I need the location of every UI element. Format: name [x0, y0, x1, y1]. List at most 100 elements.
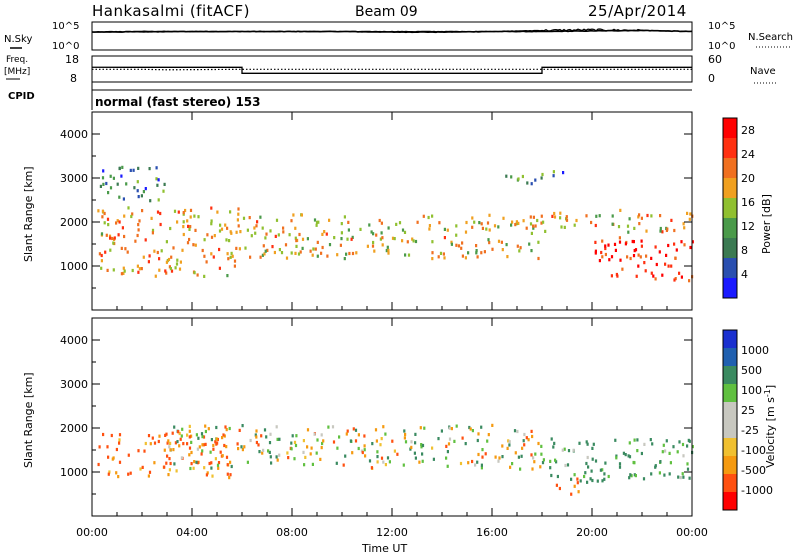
- velocity-colorbar-segment: [723, 402, 737, 421]
- power-cell: [618, 240, 622, 244]
- power-cell: [475, 244, 478, 248]
- velocity-cell: [175, 469, 178, 473]
- velocity-cell: [388, 460, 391, 464]
- velocity-cell: [202, 435, 206, 439]
- power-cell: [626, 224, 630, 228]
- power-cell: [169, 267, 172, 271]
- power-cell: [246, 228, 249, 232]
- power-cell: [604, 252, 607, 257]
- power-cell: [333, 236, 336, 240]
- power-cell: [534, 224, 537, 228]
- power-cell: [381, 236, 384, 240]
- velocity-cell: [585, 440, 588, 444]
- velocity-cell: [212, 447, 215, 451]
- power-cell: [165, 260, 168, 264]
- power-cell: [626, 255, 629, 259]
- velocity-cell: [237, 447, 240, 451]
- x-tick-label: 00:00: [676, 526, 708, 539]
- power-cell: [137, 195, 140, 199]
- power-cell: [212, 255, 215, 259]
- power-cell: [460, 246, 463, 250]
- power-cell: [172, 246, 175, 250]
- velocity-colorbar-segment: [723, 492, 737, 511]
- power-cell: [537, 240, 540, 244]
- power-cell: [601, 255, 604, 259]
- power-cell: [298, 232, 301, 237]
- velocity-cell: [320, 433, 323, 437]
- power-cell: [366, 244, 369, 248]
- power-cell: [236, 218, 239, 222]
- power-cell: [112, 268, 115, 272]
- velocity-cell: [226, 463, 229, 467]
- velocity-cell: [157, 439, 160, 444]
- velocity-cell: [149, 442, 152, 446]
- power-cell: [536, 218, 539, 223]
- velocity-ytick-label: 2000: [60, 422, 88, 435]
- power-cell: [294, 236, 297, 240]
- power-cell: [634, 248, 638, 252]
- power-cell: [380, 221, 383, 225]
- velocity-cell: [476, 460, 479, 464]
- velocity-cell: [225, 428, 228, 432]
- velocity-cell: [223, 434, 226, 438]
- velocity-cell: [651, 442, 654, 446]
- power-cell: [138, 267, 141, 271]
- power-cell: [158, 268, 161, 272]
- velocity-cell: [102, 432, 105, 437]
- power-cell: [154, 274, 157, 278]
- power-cell: [387, 248, 390, 252]
- velocity-cell: [531, 467, 534, 471]
- velocity-cell: [654, 465, 657, 469]
- power-y-axis: 1000 2000 3000 4000: [60, 128, 692, 289]
- power-cell: [317, 220, 320, 224]
- velocity-cell: [521, 446, 524, 450]
- power-cell: [226, 252, 229, 256]
- velocity-cell: [550, 473, 553, 478]
- velocity-cell: [311, 462, 314, 466]
- power-cell: [127, 206, 130, 210]
- velocity-cell: [270, 461, 273, 465]
- power-cell: [235, 246, 238, 250]
- power-cell: [295, 244, 298, 248]
- power-cell: [562, 171, 565, 175]
- velocity-cell: [476, 438, 479, 443]
- power-cell: [205, 260, 208, 264]
- velocity-cell: [523, 443, 526, 447]
- power-cell: [637, 215, 640, 219]
- power-cell: [108, 234, 112, 238]
- power-colorbar-segment: [723, 118, 737, 139]
- velocity-cell: [382, 425, 385, 429]
- power-cell: [186, 219, 189, 223]
- power-cell: [515, 220, 518, 224]
- power-ytick-label: 2000: [60, 216, 88, 229]
- power-cell: [256, 220, 259, 224]
- power-cell: [537, 256, 540, 261]
- velocity-cell: [212, 443, 215, 448]
- velocity-cell: [269, 432, 272, 436]
- power-cell: [594, 249, 597, 253]
- velocity-cell: [423, 426, 426, 430]
- nave-trace: [91, 66, 692, 74]
- velocity-cell: [97, 462, 100, 467]
- power-cell: [157, 198, 160, 202]
- velocity-cell: [380, 437, 383, 441]
- velocity-cell: [413, 451, 416, 455]
- power-cell: [650, 214, 653, 218]
- power-cell: [632, 240, 635, 244]
- velocity-cell: [448, 426, 451, 430]
- power-cell: [343, 215, 346, 219]
- power-cell: [112, 176, 115, 180]
- power-cell: [194, 243, 197, 247]
- power-cell: [136, 233, 139, 238]
- nave-label: Nave: [750, 66, 776, 77]
- power-cell: [534, 178, 537, 182]
- power-cell: [518, 249, 521, 253]
- velocity-cell: [477, 432, 480, 436]
- velocity-colorbar-tick: 25: [741, 404, 755, 417]
- power-cell: [665, 226, 668, 230]
- power-cell: [633, 249, 636, 253]
- power-cell: [315, 223, 318, 227]
- power-cell: [480, 251, 483, 255]
- power-cell: [328, 243, 332, 247]
- velocity-cell: [628, 455, 632, 459]
